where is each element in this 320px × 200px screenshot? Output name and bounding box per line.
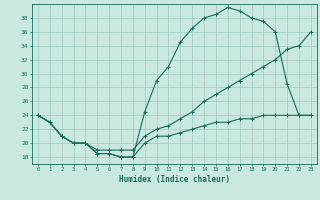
X-axis label: Humidex (Indice chaleur): Humidex (Indice chaleur) (119, 175, 230, 184)
